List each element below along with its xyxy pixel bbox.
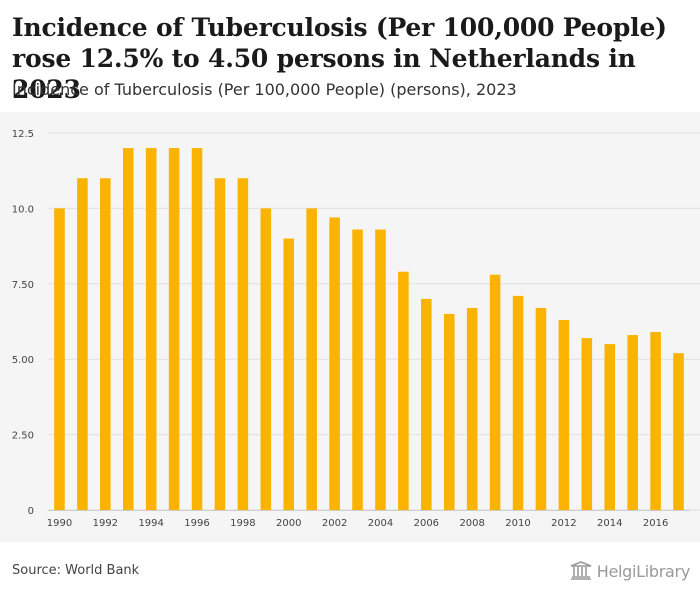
bar [214,178,226,510]
x-tick-label: 1998 [230,518,255,529]
y-tick-label: 10.0 [12,204,34,215]
x-tick-label: 2002 [322,518,347,529]
bar [443,313,455,510]
x-tick-label: 2016 [643,518,668,529]
bar [512,295,524,510]
bar [558,319,570,510]
bar [329,217,340,510]
bar [627,335,638,510]
logo-text: HelgiLibrary [596,561,691,581]
bar [466,307,478,510]
x-tick-label: 2008 [459,518,484,529]
bar [375,229,386,510]
bar [168,148,180,510]
bar [122,148,134,510]
bar [100,178,111,510]
y-tick-label: 12.5 [12,129,34,140]
x-tick-label: 2012 [551,518,576,529]
y-tick-label: 0 [28,506,34,517]
bar [581,338,593,510]
bar-chart: 0 2.50 5.00 7.50 10.0 12.5 1990 1992 1994 1996 199… [12,129,700,529]
bar [283,238,295,510]
bar [650,332,661,510]
chart-title: Incidence of Tuberculosis (Per 100,000 P… [12,13,667,104]
y-tick-label: 2.50 [12,431,34,442]
source-note: Source: World Bank [12,563,140,578]
bar [489,274,501,510]
x-tick-label: 2004 [368,518,393,529]
bar [673,353,684,510]
x-tick-label: 2000 [276,518,301,529]
chart-subtitle: Incidence of Tuberculosis (Per 100,000 P… [12,80,517,99]
helgi-library-logo: HelgiLibrary [569,561,690,581]
bar [260,208,272,510]
bar [604,344,616,510]
bar [145,148,157,510]
bar [54,208,65,510]
x-tick-label: 1990 [47,518,72,529]
x-tick-label: 2006 [414,518,439,529]
y-tick-label: 7.50 [12,280,34,291]
bar [191,148,203,510]
bar [77,178,88,510]
bar [421,298,432,510]
x-tick-label: 1994 [138,518,163,529]
x-tick-label: 1992 [93,518,118,529]
y-tick-label: 5.00 [12,355,34,366]
x-tick-label: 2014 [597,518,622,529]
x-tick-label: 1996 [184,518,209,529]
bar [306,208,317,510]
bar [535,307,547,510]
bar [237,178,249,510]
bar [352,229,363,510]
x-tick-label: 2010 [505,518,530,529]
bar [398,271,409,510]
chart-header: Incidence of Tuberculosis (Per 100,000 P… [0,0,700,112]
library-building-icon [570,561,592,580]
